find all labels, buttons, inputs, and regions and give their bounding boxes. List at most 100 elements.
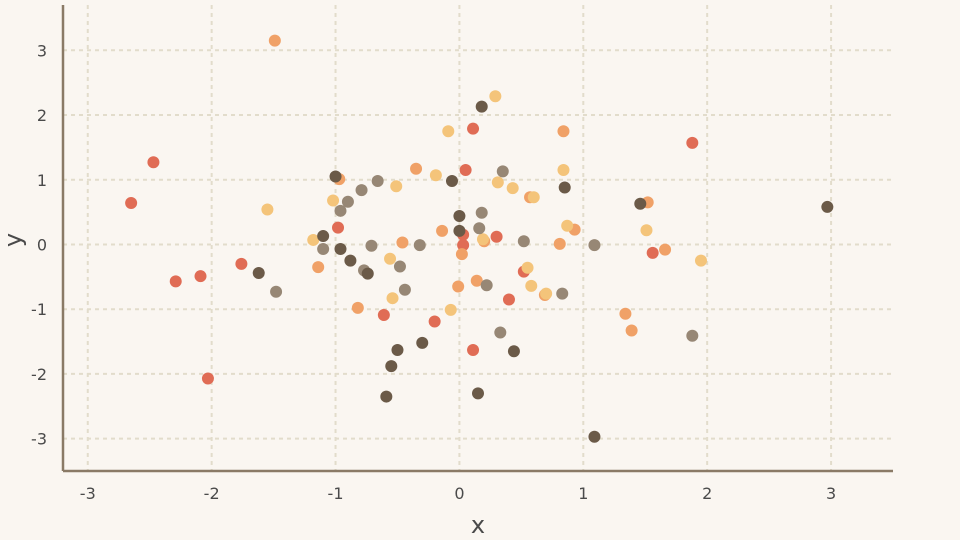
data-point bbox=[525, 279, 538, 292]
data-point bbox=[235, 257, 248, 270]
data-point bbox=[312, 261, 325, 274]
x-tick-label: 1 bbox=[578, 484, 588, 503]
data-point bbox=[261, 203, 274, 216]
data-point bbox=[371, 175, 384, 188]
data-point bbox=[619, 307, 632, 320]
data-point bbox=[821, 200, 834, 213]
data-point bbox=[634, 197, 647, 210]
y-tick-label: -1 bbox=[31, 300, 47, 319]
x-tick-label: -1 bbox=[328, 484, 344, 503]
data-point bbox=[355, 184, 368, 197]
data-point bbox=[646, 246, 659, 259]
data-point bbox=[494, 326, 507, 339]
data-point bbox=[410, 162, 423, 175]
data-point bbox=[557, 125, 570, 138]
data-point bbox=[327, 194, 340, 207]
data-point bbox=[502, 293, 515, 306]
data-point bbox=[517, 235, 530, 248]
data-point bbox=[686, 329, 699, 342]
data-point bbox=[459, 164, 472, 177]
data-point bbox=[557, 164, 570, 177]
data-point bbox=[442, 125, 455, 138]
data-point bbox=[334, 204, 347, 217]
y-tick-label: 3 bbox=[37, 41, 47, 60]
x-tick-label: 2 bbox=[702, 484, 712, 503]
data-point bbox=[317, 243, 330, 256]
data-point bbox=[480, 279, 493, 292]
data-point bbox=[201, 372, 214, 385]
data-point bbox=[491, 176, 504, 189]
data-point bbox=[475, 100, 488, 113]
data-point bbox=[640, 224, 653, 237]
data-point bbox=[428, 315, 441, 328]
data-point bbox=[380, 390, 393, 403]
data-point bbox=[365, 239, 378, 252]
data-point bbox=[329, 170, 342, 183]
data-point bbox=[384, 252, 397, 265]
data-point bbox=[470, 274, 483, 287]
data-point bbox=[268, 34, 281, 47]
data-point bbox=[476, 233, 489, 246]
y-axis-label: y bbox=[0, 233, 27, 247]
y-tick-label: 0 bbox=[37, 235, 47, 254]
data-point bbox=[506, 182, 519, 195]
data-point bbox=[147, 156, 160, 169]
data-point bbox=[416, 336, 429, 349]
data-point bbox=[467, 343, 480, 356]
y-tick-label: -2 bbox=[31, 365, 47, 384]
data-point bbox=[553, 237, 566, 250]
data-point bbox=[341, 195, 354, 208]
y-tick-label: 2 bbox=[37, 106, 47, 125]
data-point bbox=[396, 236, 409, 249]
data-point bbox=[453, 224, 466, 237]
data-point bbox=[332, 221, 345, 234]
data-point bbox=[436, 224, 449, 237]
data-point bbox=[169, 275, 182, 288]
data-point bbox=[540, 287, 553, 300]
data-point bbox=[317, 230, 330, 243]
data-point bbox=[475, 206, 488, 219]
data-points bbox=[125, 34, 834, 443]
data-point bbox=[398, 283, 411, 296]
data-point bbox=[351, 301, 364, 314]
data-point bbox=[385, 360, 398, 373]
data-point bbox=[625, 324, 638, 337]
data-point bbox=[344, 254, 357, 267]
data-point bbox=[490, 230, 503, 243]
data-point bbox=[496, 165, 509, 178]
data-point bbox=[588, 430, 601, 443]
y-tick-label: 1 bbox=[37, 171, 47, 190]
x-axis-label: x bbox=[471, 511, 485, 539]
data-point bbox=[694, 254, 707, 267]
data-point bbox=[455, 248, 468, 261]
data-point bbox=[558, 181, 571, 194]
data-point bbox=[125, 197, 138, 210]
data-point bbox=[686, 136, 699, 149]
x-tick-label: -3 bbox=[80, 484, 96, 503]
data-point bbox=[453, 209, 466, 222]
data-point bbox=[445, 175, 458, 188]
x-tick-label: -2 bbox=[204, 484, 220, 503]
axes bbox=[61, 5, 893, 473]
data-point bbox=[270, 285, 283, 298]
data-point bbox=[521, 261, 534, 274]
data-point bbox=[307, 233, 320, 246]
x-tick-label: 0 bbox=[454, 484, 464, 503]
data-point bbox=[334, 243, 347, 256]
data-point bbox=[393, 260, 406, 273]
data-point bbox=[472, 387, 484, 400]
x-tick-label: 3 bbox=[826, 484, 836, 503]
y-tick-label: -3 bbox=[31, 430, 47, 449]
data-point bbox=[588, 239, 601, 252]
data-point bbox=[457, 239, 470, 252]
data-point bbox=[659, 243, 672, 256]
data-point bbox=[467, 122, 480, 135]
data-point bbox=[527, 191, 540, 204]
data-point bbox=[561, 219, 574, 232]
data-point bbox=[377, 309, 390, 322]
data-point bbox=[489, 90, 502, 103]
data-point bbox=[473, 222, 486, 235]
data-point bbox=[413, 239, 426, 252]
data-point bbox=[452, 280, 465, 293]
